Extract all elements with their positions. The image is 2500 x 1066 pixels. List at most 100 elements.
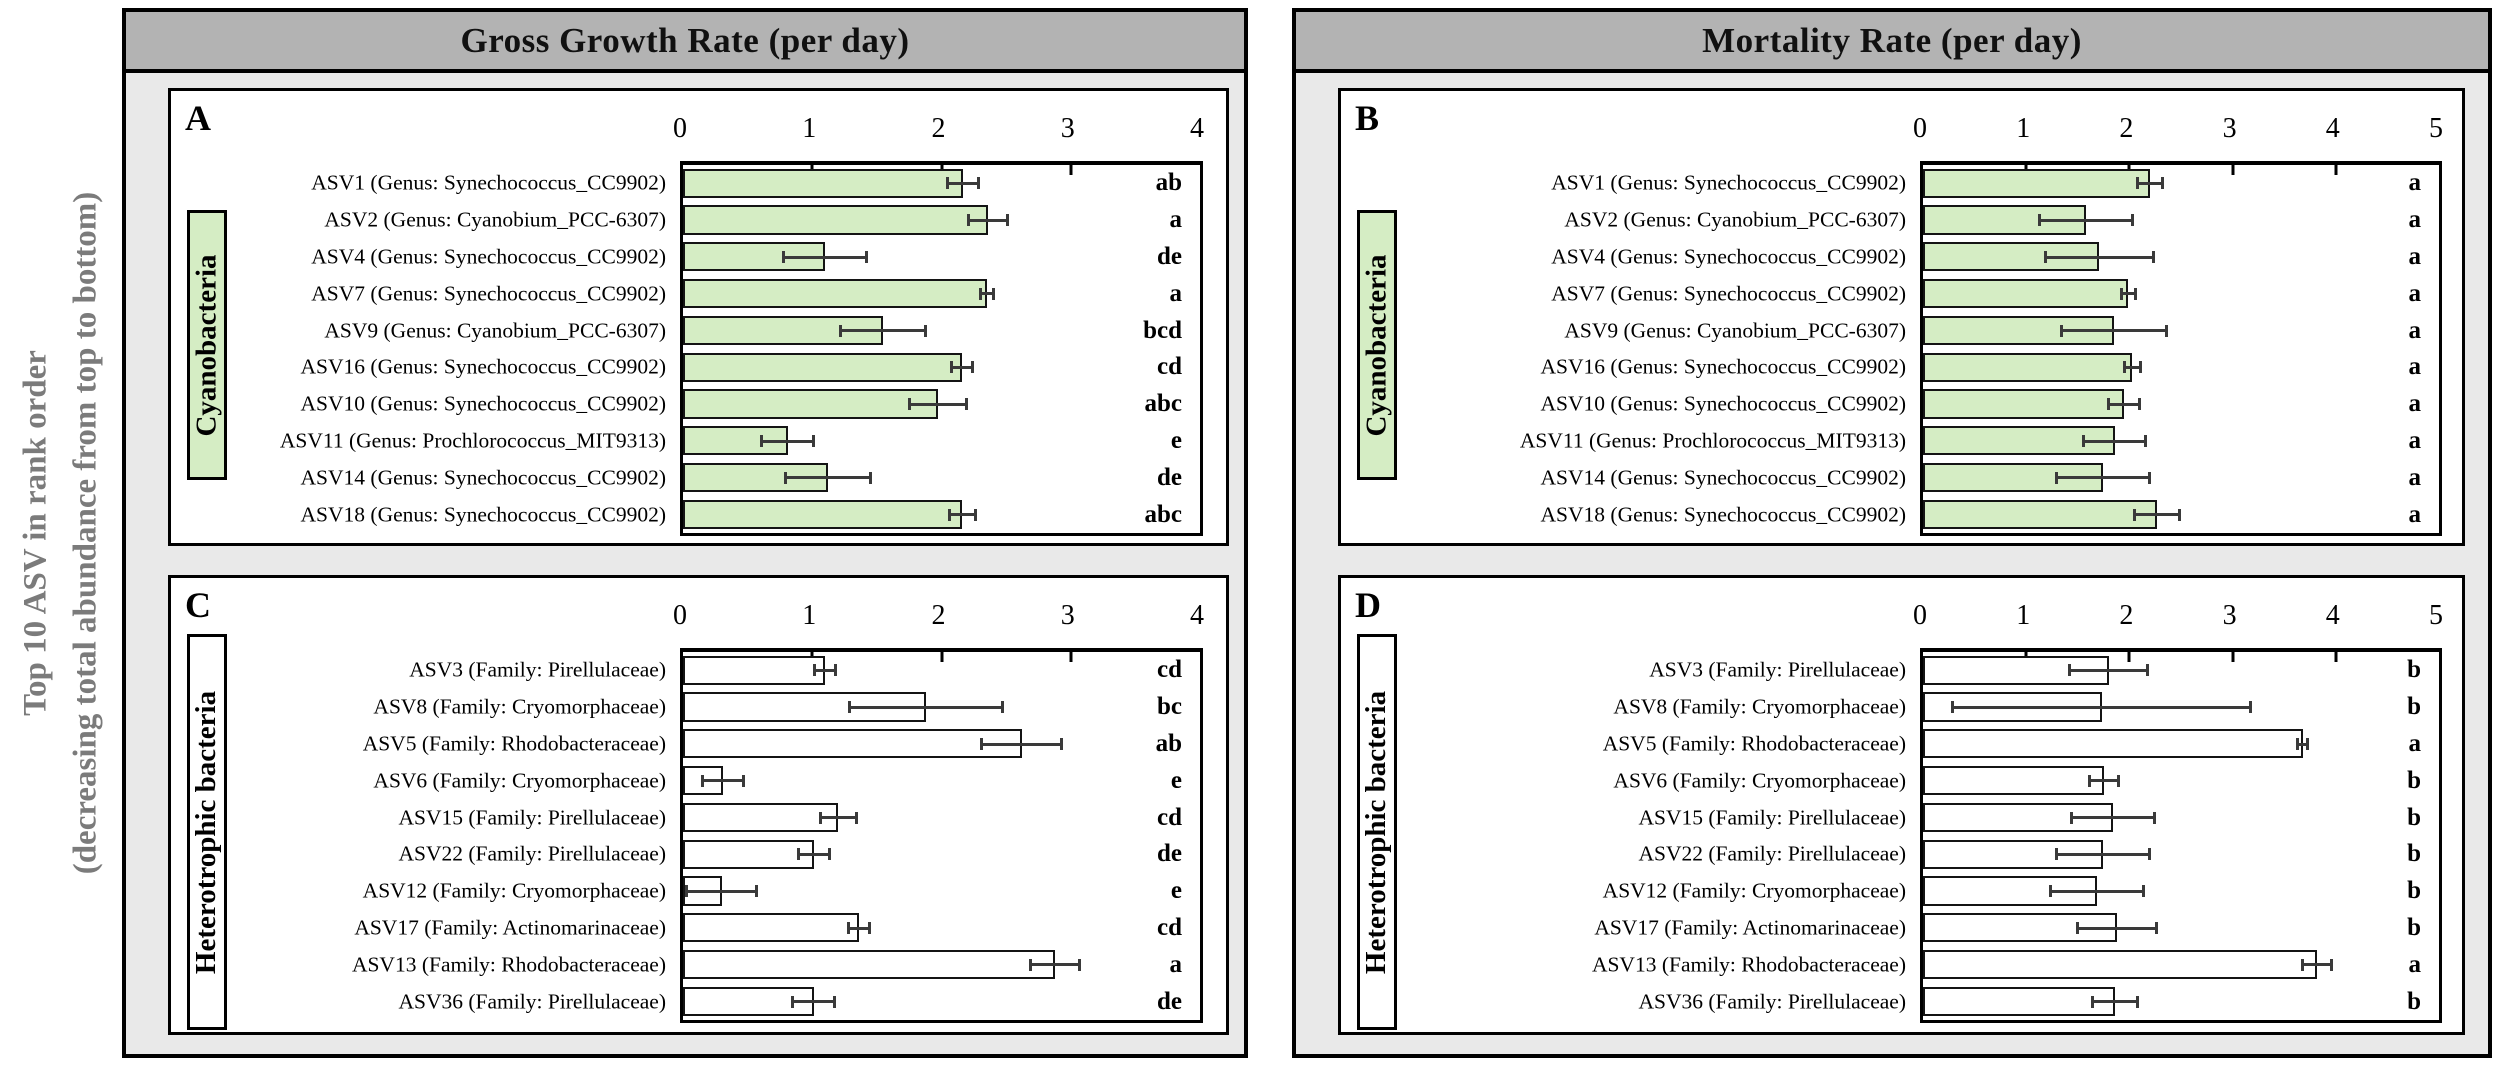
significance-letter: cd [1157, 656, 1182, 684]
error-bar-cap [2147, 471, 2151, 484]
category-label: ASV16 (Genus: Synechococcus_CC9902) [1540, 354, 1906, 379]
error-bar [686, 889, 757, 893]
significance-letter: e [1170, 877, 1182, 905]
figure-y-caption-line1: Top 10 ASV in rank order [17, 350, 54, 716]
bar-B-4 [1923, 278, 2129, 309]
plot-area-A: ab a de a bcd cd abc e de abc [680, 161, 1203, 536]
bar-D-5 [1923, 802, 2113, 832]
error-bar-cap [1078, 958, 1082, 971]
error-bar-cap [2154, 922, 2158, 934]
error-bar-cap [2070, 811, 2074, 824]
error-bar [848, 926, 870, 930]
significance-letter: de [1157, 243, 1182, 270]
bar-C-6 [683, 839, 814, 869]
error-bar-cap [846, 922, 850, 934]
error-bar-cap [1951, 701, 1955, 714]
panel-C: C Heterotrophic bacteria 0 1 2 3 4 cd bc ab e cd de e… [168, 575, 1229, 1035]
error-bar-cap [971, 361, 975, 374]
error-bar-cap [791, 995, 795, 1008]
significance-letter: de [1157, 987, 1182, 1015]
category-label: ASV22 (Family: Pirellulaceae) [1638, 841, 1907, 866]
significance-letter: a [2408, 730, 2422, 757]
axis-tick-label: 2 [931, 600, 946, 631]
column-mortality-rate: Mortality Rate (per day) B Cyanobacteria 0… [1292, 8, 2492, 1058]
error-bar [2039, 218, 2133, 222]
error-bar-cap [2054, 848, 2058, 861]
category-label: ASV18 (Genus: Synechococcus_CC9902) [300, 502, 666, 527]
significance-letter: ab [1155, 169, 1182, 197]
error-bar [814, 668, 836, 672]
error-bar [1952, 705, 2251, 709]
error-bar-cap [947, 508, 951, 521]
category-label: ASV4 (Genus: Synechococcus_CC9902) [311, 244, 666, 269]
error-bar-cap [2165, 324, 2169, 337]
category-label: ASV8 (Family: Cryomorphaceae) [1613, 694, 1906, 719]
axis-tick-label: 4 [1190, 113, 1204, 144]
error-bar-cap [964, 398, 968, 411]
bar-B-10 [1923, 499, 2158, 529]
header-gross-growth-rate-title: Gross Growth Rate (per day) [460, 20, 910, 60]
significance-letter: abc [1144, 500, 1183, 528]
error-bar-cap [2090, 995, 2094, 1008]
significance-letter: e [1170, 427, 1182, 454]
error-bar-cap [832, 995, 836, 1008]
error-bar-cap [991, 287, 995, 300]
error-bar [2083, 439, 2146, 443]
category-label: ASV11 (Genus: Prochlorococcus_MIT9313) [279, 428, 666, 453]
significance-letter: a [1169, 950, 1183, 978]
error-bar-cap [2133, 508, 2137, 521]
error-bar-cap [967, 214, 971, 227]
significance-letter: a [1169, 279, 1183, 307]
error-bar-cap [2049, 885, 2053, 898]
significance-letter: b [2407, 803, 2421, 831]
error-bar-cap [827, 848, 831, 861]
category-label: ASV14 (Genus: Synechococcus_CC9902) [1540, 465, 1906, 490]
error-bar [2121, 292, 2136, 296]
error-bar-cap [2038, 214, 2042, 227]
error-bar [2124, 365, 2141, 369]
significance-letter: bc [1157, 693, 1182, 721]
error-bar-cap [973, 508, 977, 521]
error-bar-cap [2044, 251, 2048, 263]
error-bar [2137, 181, 2163, 185]
error-bar-cap [2134, 287, 2138, 300]
panel-letter-A: A [185, 98, 211, 138]
bar-C-5 [683, 802, 839, 832]
error-bar-cap [2144, 435, 2148, 447]
error-bar [785, 476, 871, 480]
figure-y-caption-line2: (decreasing total abundance from top to … [67, 191, 103, 875]
category-label: ASV5 (Family: Rhodobacteraceae) [362, 731, 666, 756]
error-bar-cap [2152, 811, 2156, 824]
bar-B-6 [1923, 352, 2133, 382]
category-label: ASV15 (Family: Pirellulaceae) [1638, 805, 1907, 830]
category-label: ASV18 (Genus: Synechococcus_CC9902) [1540, 502, 1906, 527]
bar-A-1 [683, 168, 964, 198]
significance-letter: a [2408, 950, 2422, 978]
axis-tick-label: 0 [673, 113, 687, 144]
category-label: ASV9 (Genus: Cyanobium_PCC-6307) [324, 318, 666, 343]
axis-tick-mark [2334, 165, 2338, 175]
axis-tick-label: 2 [2119, 600, 2134, 631]
category-label: ASV7 (Genus: Synechococcus_CC9902) [1551, 281, 1906, 306]
bar-C-3 [683, 729, 1022, 759]
error-bar-cap [867, 922, 871, 934]
error-bar-cap [685, 885, 689, 898]
error-bar-cap [2138, 398, 2142, 411]
error-bar-cap [950, 361, 954, 374]
error-bar [820, 816, 857, 820]
bar-A-6 [683, 352, 963, 382]
category-label: ASV2 (Genus: Cyanobium_PCC-6307) [1564, 207, 1906, 232]
category-label: ASV12 (Family: Cryomorphaceae) [362, 878, 666, 903]
error-bar-cap [2178, 508, 2182, 521]
significance-letter: bcd [1143, 316, 1182, 344]
axis-tick-label: 1 [2016, 113, 2031, 144]
category-label: ASV10 (Genus: Synechococcus_CC9902) [300, 391, 666, 416]
category-label: ASV8 (Family: Cryomorphaceae) [373, 694, 666, 719]
error-bar [947, 181, 979, 185]
error-bar [792, 1000, 835, 1004]
significance-letter: b [2407, 987, 2421, 1015]
bar-D-3 [1923, 729, 2303, 759]
error-bar-cap [907, 398, 911, 411]
significance-letter: de [1157, 463, 1182, 491]
